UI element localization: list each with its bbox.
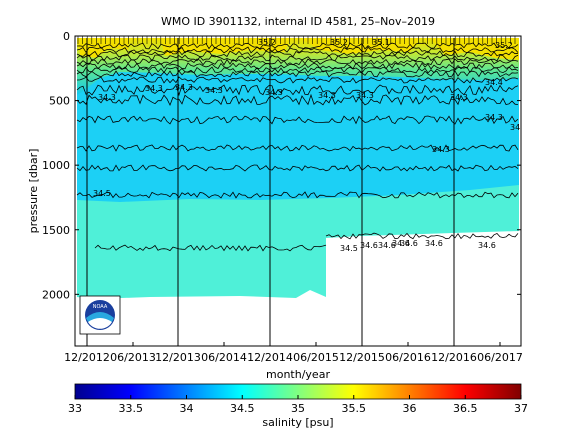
contour-line <box>76 62 519 70</box>
contour-label: 34.5 <box>340 244 358 253</box>
contour-label: 34.5 <box>93 189 111 198</box>
contour-label: 35.2 <box>330 38 348 47</box>
x-axis-label: month/year <box>266 368 330 381</box>
contour-line <box>325 232 519 240</box>
contour-line <box>76 164 519 172</box>
contour-label: 34.3 <box>98 93 116 102</box>
contour-label: 34.6 <box>392 239 410 248</box>
contour-label: 34.3 <box>205 86 223 95</box>
colorbar-tick-label: 33.5 <box>119 402 144 415</box>
x-tick-label: 06/2017 <box>477 351 523 364</box>
svg-text:NOAA: NOAA <box>93 304 108 310</box>
contour-label-group: 34.5 34.3 34.3 34.3 34.3 34.3 34.3 34.3 34.4 34.3… <box>93 38 528 253</box>
contour-label: 34.3 <box>175 83 193 92</box>
colorbar-label: salinity [psu] <box>262 416 333 429</box>
contour-line <box>76 54 519 62</box>
plot-area: 34.5 34.3 34.3 34.3 34.3 34.3 34.3 34.3 34.4 34.3… <box>76 36 528 346</box>
contour-line <box>76 58 519 66</box>
contour-line <box>76 115 519 125</box>
contour-line <box>76 70 519 78</box>
colorbar-ticks: 33 33.5 34 34.5 35 35.5 36 36.5 37 <box>68 395 528 415</box>
contour-line <box>76 191 519 199</box>
contour-label: 34.6 <box>360 241 378 250</box>
contour-label: 34.6 <box>425 239 443 248</box>
x-tick-label: 06/2016 <box>385 351 431 364</box>
contour-label: 34.6 <box>378 241 396 250</box>
contour-label: 34.6 <box>478 241 496 250</box>
colorbar-tick-label: 34.5 <box>230 402 255 415</box>
colorbar-tick-label: 36.5 <box>453 402 478 415</box>
contour-label: 35.1 <box>372 38 390 47</box>
contour-line <box>76 76 519 84</box>
contour-line <box>76 84 519 97</box>
plot-frame <box>74 35 522 347</box>
contour-label: 34.3 <box>450 93 468 102</box>
y-tick-label: 2000 <box>42 288 70 301</box>
x-tick-label: 06/2014 <box>201 351 247 364</box>
colorbar-tick-label: 35 <box>291 402 305 415</box>
contour-label: 34.3 <box>432 145 450 154</box>
y-tick-label: 0 <box>63 30 70 43</box>
chart-title: WMO ID 3901132, internal ID 4581, 25–Nov… <box>161 15 435 28</box>
contour-label: 34.6 <box>400 239 418 248</box>
colorbar-tick-label: 36 <box>403 402 417 415</box>
contour-line <box>76 42 519 50</box>
contour-line <box>76 144 519 152</box>
contour-label: 34.3 <box>485 113 503 122</box>
contour-line <box>76 46 519 54</box>
x-tick-label: 06/2013 <box>110 351 156 364</box>
x-tick-label: 06/2015 <box>293 351 339 364</box>
x-tick-label: 12/2013 <box>155 351 201 364</box>
x-axis: 12/2012 06/2013 12/2013 06/2014 12/2014 06/20… <box>64 342 523 364</box>
profile-tick-marks <box>77 36 516 44</box>
x-tick-label: 12/2012 <box>64 351 110 364</box>
contour-label: 35.2 <box>495 41 513 50</box>
colorbar-tick-label: 37 <box>514 402 528 415</box>
contour-label: 34.3 <box>145 84 163 93</box>
contour-label: 34.3 <box>265 88 283 97</box>
contour-line <box>76 66 519 74</box>
contour-label: 34.4 <box>485 78 503 87</box>
y-tick-label: 500 <box>49 95 70 108</box>
contour-lines <box>76 42 519 252</box>
contour-label: 34.3 <box>356 91 374 100</box>
intermediate-water-field <box>77 38 519 202</box>
y-tick-label: 1500 <box>42 224 70 237</box>
contour-label: 34.3 <box>318 91 336 100</box>
noaa-logo: NOAA <box>79 295 121 335</box>
x-tick-label: 12/2015 <box>339 351 385 364</box>
contour-label: 34.3 <box>510 123 528 132</box>
contour-line <box>76 50 519 58</box>
y-axis-label: pressure [dbar] <box>27 149 40 234</box>
y-axis: 0 500 1000 1500 2000 <box>42 30 521 301</box>
contour-line <box>94 244 327 252</box>
contour-line <box>76 93 519 106</box>
x-tick-label: 12/2014 <box>247 351 293 364</box>
x-tick-label: 12/2016 <box>431 351 477 364</box>
y-tick-label: 1000 <box>42 159 70 172</box>
contour-label: 35.2 <box>258 38 276 47</box>
colorbar-tick-label: 35.5 <box>342 402 367 415</box>
year-marker-lines <box>86 38 455 346</box>
colorbar-tick-label: 33 <box>68 402 82 415</box>
colorbar-tick-label: 34 <box>180 402 194 415</box>
